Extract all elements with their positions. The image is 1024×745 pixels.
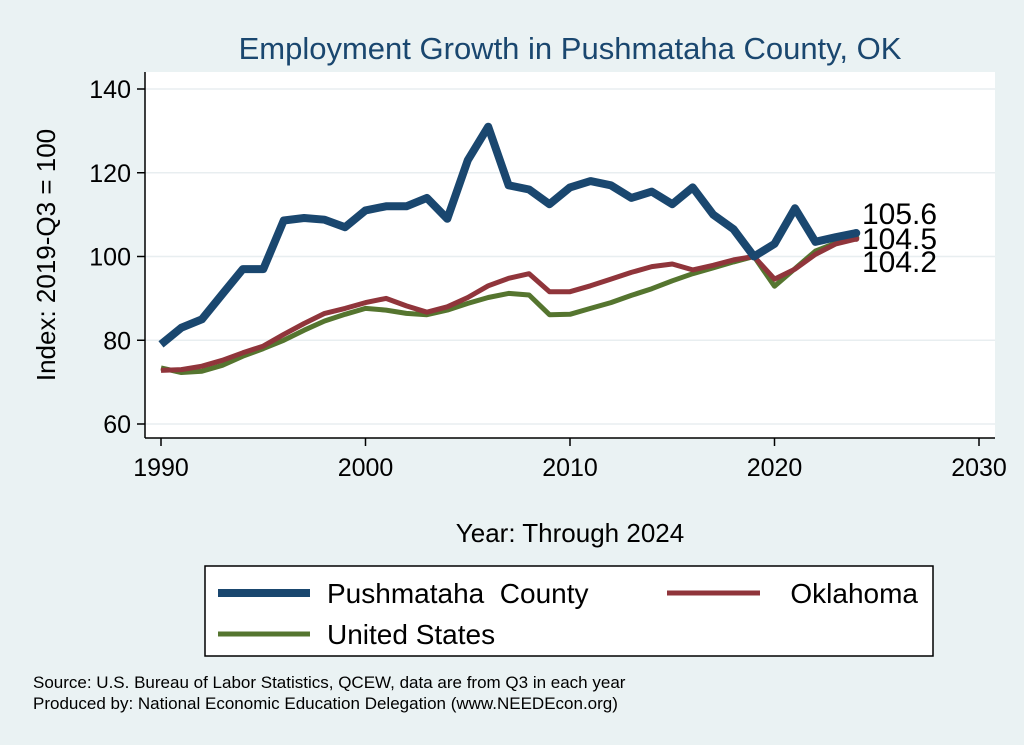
y-tick-label: 140 [89,76,131,104]
x-tick-label: 1990 [133,454,189,482]
x-tick-label: 2030 [951,454,1007,482]
end-label: 105.6 [862,198,937,231]
end-label: 104.5 [862,223,937,256]
source-note: Source: U.S. Bureau of Labor Statistics,… [33,673,626,692]
y-axis: 60 80 100 120 140 [89,72,146,439]
series-line-oklahoma [160,236,857,373]
legend-label: Oklahoma [790,578,918,609]
legend-items: Pushmataha County Oklahoma United States [218,578,918,650]
legend-box [204,565,934,657]
y-tick-label: 80 [103,327,131,355]
y-axis-ticks: 60 80 100 120 140 [89,76,145,439]
end-label: 104.2 [862,246,937,279]
x-tick-label: 2000 [338,454,394,482]
x-tick-label: 2020 [747,454,803,482]
x-tick-label: 2010 [542,454,598,482]
legend: Pushmataha County Oklahoma United States [204,565,934,657]
y-axis-label: Index: 2019-Q3 = 100 [31,129,61,381]
x-axis-ticks: 1990 2000 2010 2020 2030 [133,438,1007,482]
gridlines [145,88,995,425]
y-tick-label: 60 [103,411,131,439]
series-layer [158,122,861,375]
x-axis-label: Year: Through 2024 [456,518,684,548]
y-tick-label: 120 [89,160,131,188]
series-end-point [852,229,861,238]
legend-label: United States [327,619,495,650]
x-axis: 1990 2000 2010 2020 2030 [133,437,1007,482]
chart-title: Employment Growth in Pushmataha County, … [239,31,902,66]
produced-note: Produced by: National Economic Education… [33,694,618,713]
series-line-pushmataha-county [158,122,858,348]
y-tick-label: 100 [89,244,131,272]
legend-label: Pushmataha County [327,578,589,609]
plot-area [145,72,995,438]
